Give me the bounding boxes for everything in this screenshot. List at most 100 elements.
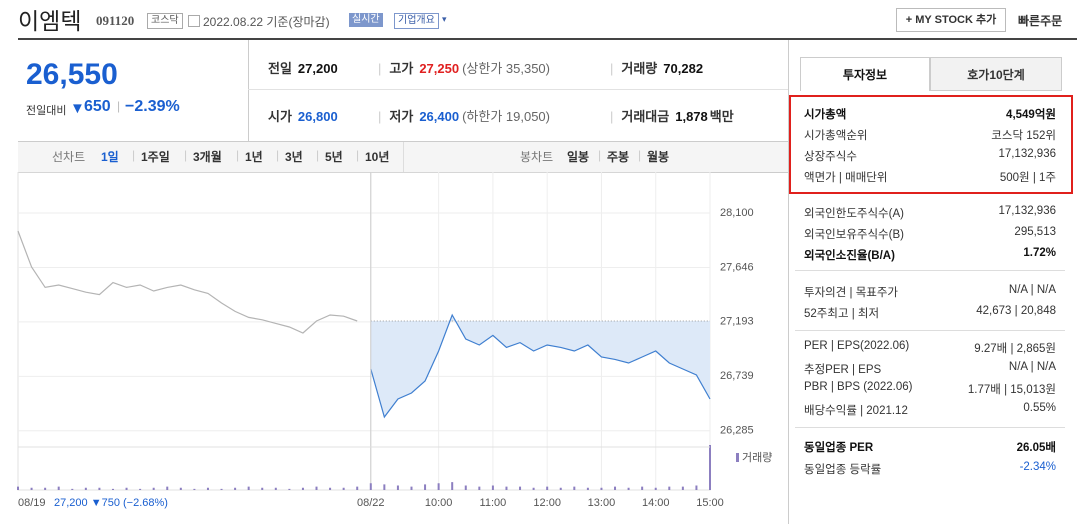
stat-value: 27,200 — [297, 61, 338, 76]
change-label: 전일대비 — [26, 105, 67, 117]
volume-bar — [315, 486, 318, 490]
area — [370, 315, 710, 417]
volume-bar — [627, 487, 630, 490]
info-label: PBR | BPS (2022.06) — [804, 381, 913, 393]
y-tick-label: 27,193 — [720, 316, 754, 328]
period-tab[interactable]: 1일 — [101, 150, 119, 164]
x-tick-label: 13:00 — [588, 497, 616, 509]
tab-label: 봉차트 — [520, 150, 554, 164]
volume-bar — [71, 488, 74, 490]
volume-bar — [519, 486, 522, 490]
period-tab[interactable]: 1년 — [245, 150, 263, 164]
mystock-button[interactable]: + MY STOCK 추가 — [896, 8, 1006, 32]
volume-bar — [505, 486, 508, 490]
x-tick-label: 14:00 — [642, 497, 670, 509]
stat-note: (상한가 35,350) — [462, 61, 550, 76]
quick-order[interactable]: 빠른주문 — [1018, 14, 1063, 28]
info-value: 1.72% — [1023, 247, 1056, 259]
volume-bar — [220, 488, 223, 490]
info-row: 시가총액 4,549억원 — [804, 106, 1056, 126]
info-value: 17,132,936 — [998, 205, 1056, 217]
volume-bar — [125, 487, 128, 490]
volume-bar — [288, 488, 291, 490]
period-tab[interactable]: 1주일 — [141, 150, 170, 164]
info-row: 외국인한도주식수(A) 17,132,936 — [804, 205, 1056, 225]
info-label: 시가총액순위 — [804, 130, 868, 142]
divider: | — [356, 148, 360, 162]
info-label: 상장주식수 — [804, 151, 857, 163]
y-tick-label: 27,646 — [720, 261, 754, 273]
volume-bar — [139, 488, 142, 490]
side-border — [788, 40, 789, 524]
realtime-badge[interactable]: 실시간 — [349, 13, 383, 27]
divider: | — [378, 109, 382, 124]
stat: | 거래대금 1,878 백만 — [610, 106, 734, 125]
info-row: 투자의견 | 목표주가 N/A | N/A — [804, 284, 1056, 304]
info-value: 295,513 — [1014, 226, 1056, 238]
volume-bar — [695, 485, 698, 490]
volume-bar — [437, 483, 440, 490]
candle-tab[interactable]: 주봉 — [607, 150, 630, 164]
period-tab[interactable]: 5년 — [325, 150, 343, 164]
period-tab[interactable]: 3개월 — [193, 150, 222, 164]
volume-bar — [546, 486, 549, 490]
down-arrow: ▼ — [70, 100, 85, 117]
volume-bar — [152, 487, 155, 490]
volume-bar — [206, 487, 209, 490]
divider: | — [184, 148, 188, 162]
volume-bar — [369, 483, 372, 490]
volume-bar — [44, 487, 47, 490]
info-row: 액면가 | 매매단위 500원 | 1주 — [804, 169, 1056, 189]
info-label: PER | EPS(2022.06) — [804, 340, 910, 352]
volume-bar — [586, 487, 589, 490]
stock-name: 이엠텍 — [18, 8, 82, 34]
stat-label: 고가 — [389, 61, 414, 76]
volume-label: 거래량 — [742, 451, 772, 464]
x-tick-label: 08/22 — [357, 497, 385, 509]
info-value: 9.27배 | 2,865원 — [974, 343, 1056, 355]
stats-rule — [248, 89, 788, 90]
period-tab[interactable]: 3년 — [285, 150, 303, 164]
volume-bar — [17, 486, 19, 490]
volume-bar — [424, 484, 427, 490]
stat-value: 1,878 — [675, 109, 708, 124]
info-row: 외국인소진율(B/A) 1.72% — [804, 247, 1056, 267]
volume-bar — [654, 487, 657, 490]
volume-bar — [261, 487, 264, 490]
stat: | 저가 26,400 (하한가 19,050) — [378, 106, 550, 125]
volume-bar — [301, 487, 304, 490]
info-row: 52주최고 | 최저 42,673 | 20,848 — [804, 305, 1056, 325]
volume-bar — [709, 445, 711, 490]
overview-button[interactable]: 기업개요 — [394, 13, 439, 29]
stat-value: 27,250 — [419, 61, 460, 76]
info-value: -2.34% — [1019, 461, 1056, 473]
stat-note: (하한가 19,050) — [462, 109, 550, 124]
info-value: N/A | N/A — [1008, 361, 1056, 373]
highlight-box — [789, 95, 1073, 194]
info-label: 배당수익률 | 2021.12 — [804, 405, 908, 417]
period-tab[interactable]: 10년 — [365, 150, 390, 164]
group-rule — [795, 427, 1065, 428]
side-tab[interactable]: 투자정보 — [800, 57, 930, 91]
y-tick-label: 26,739 — [720, 370, 754, 382]
stat: | 고가 27,250 (상한가 35,350) — [378, 58, 550, 77]
info-row: 상장주식수 17,132,936 — [804, 148, 1056, 168]
chart: 28,100 27,646 27,193 26,739 26,285 08/19 08/22… — [17, 172, 772, 509]
candle-tab[interactable]: 일봉 — [567, 150, 590, 164]
info-row: 외국인보유주식수(B) 295,513 — [804, 226, 1056, 246]
volume-bar — [179, 487, 182, 490]
x-tick-label: 10:00 — [425, 497, 453, 509]
x-tick-label: 12:00 — [533, 497, 561, 509]
volume-bar — [668, 486, 671, 490]
volume-legend-mark — [736, 453, 739, 462]
info-value: N/A | N/A — [1008, 284, 1056, 296]
stat-unit: 백만 — [709, 109, 734, 124]
candle-tab[interactable]: 월봉 — [647, 150, 670, 164]
divider: | — [598, 148, 602, 162]
stat-label: 전일 — [268, 61, 292, 76]
info-row: 시가총액순위 코스닥 152위 — [804, 127, 1056, 147]
side-tab[interactable]: 호가10단계 — [930, 57, 1062, 91]
volume-bar — [396, 485, 399, 490]
volume-bar — [166, 486, 169, 490]
x-tick-label: 11:00 — [480, 497, 507, 509]
